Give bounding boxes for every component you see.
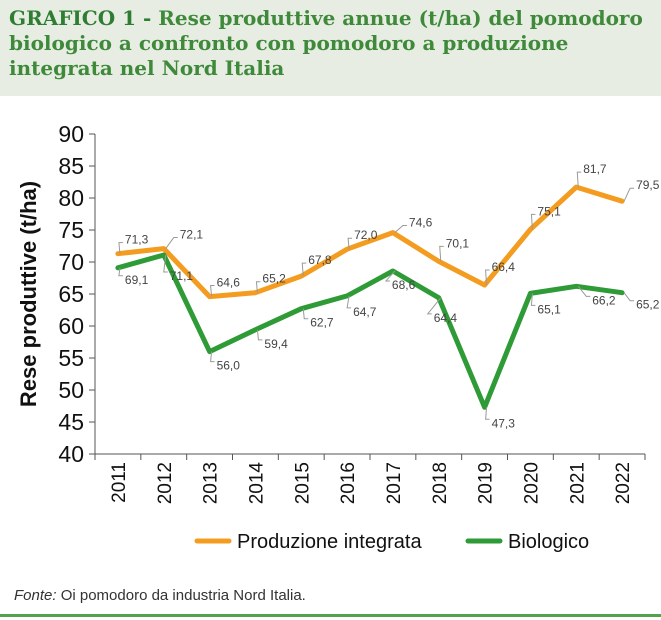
label-leader — [485, 407, 490, 420]
y-tick-label: 65 — [58, 281, 84, 307]
series-line-biologico — [115, 252, 625, 410]
data-label: 74,6 — [409, 216, 433, 230]
source-text: Oi pomodoro da industria Nord Italia. — [60, 587, 306, 604]
y-tick-label: 55 — [58, 345, 84, 371]
label-leader — [623, 187, 635, 202]
data-label: 64,7 — [353, 305, 377, 319]
label-leader — [530, 293, 536, 306]
label-leader — [301, 262, 307, 277]
label-leader — [163, 254, 168, 273]
label-leader — [346, 295, 352, 309]
figure-label: GRAFICO 1 - — [9, 6, 152, 30]
label-leader — [576, 171, 582, 188]
x-tick-label: 2022 — [613, 462, 634, 504]
y-tick-label: 60 — [58, 313, 84, 339]
data-label: 59,4 — [264, 337, 288, 351]
x-tick-label: 2013 — [201, 462, 222, 504]
data-label: 64,4 — [434, 311, 458, 325]
data-label: 47,3 — [492, 416, 516, 430]
chart-title: GRAFICO 1 - Rese produttive annue (t/ha)… — [9, 6, 654, 81]
legend-label: Biologico — [508, 531, 589, 553]
y-tick-label: 70 — [58, 249, 84, 275]
data-label: 64,6 — [217, 276, 241, 290]
y-tick-label: 80 — [58, 185, 84, 211]
label-leader — [210, 351, 215, 363]
x-tick-label: 2018 — [430, 462, 451, 504]
data-label: 72,1 — [180, 228, 204, 242]
source-note: Fonte: Oi pomodoro da industria Nord Ita… — [14, 587, 306, 604]
label-leader — [394, 225, 407, 233]
data-label: 72,0 — [354, 228, 378, 242]
data-label: 56,0 — [217, 359, 241, 373]
y-tick-label: 75 — [58, 217, 84, 243]
y-tick-label: 45 — [58, 409, 84, 435]
bottom-rule — [0, 614, 661, 617]
label-leader — [347, 237, 353, 250]
y-tick-label: 90 — [58, 121, 84, 147]
y-tick-label: 85 — [58, 153, 84, 179]
label-leader — [255, 281, 261, 293]
x-tick-label: 2014 — [246, 462, 267, 505]
source-prefix: Fonte: — [14, 587, 57, 604]
data-label: 65,1 — [537, 302, 561, 316]
line-chart: 40 45 50 55 60 65 70 75 80 85 90 2011 2012 2013 2014 20… — [16, 121, 660, 553]
data-label: 69,1 — [125, 273, 149, 287]
chart-axes: 40 45 50 55 60 65 70 75 80 85 90 2011 2012 2013 2014 20… — [16, 121, 646, 505]
x-tick-label: 2015 — [292, 462, 313, 504]
title-band — [0, 0, 661, 96]
data-label: 65,2 — [262, 272, 286, 286]
label-leader — [485, 269, 490, 286]
series-lines — [115, 184, 625, 410]
series-line-integrata — [115, 184, 625, 300]
label-leader — [118, 267, 123, 277]
y-axis-title: Rese produttive (t/ha) — [16, 181, 41, 407]
x-tick-label: 2020 — [521, 462, 542, 504]
x-tick-label: 2017 — [384, 462, 405, 504]
x-tick-label: 2016 — [338, 462, 359, 504]
y-tick-label: 40 — [58, 441, 84, 467]
label-leader — [426, 297, 442, 315]
y-tick-label: 50 — [58, 377, 84, 403]
data-label: 71,1 — [170, 269, 194, 283]
label-leader — [577, 286, 591, 297]
data-label: 79,5 — [636, 178, 660, 192]
label-leader — [302, 308, 309, 320]
label-leader — [118, 242, 123, 254]
data-label: 67,8 — [308, 253, 332, 267]
data-label: 62,7 — [310, 316, 334, 330]
data-labels: 71,3 72,1 64,6 65,2 67,8 72,0 74,6 70,1 66,4 75,1… — [118, 162, 660, 430]
x-tick-label: 2012 — [155, 462, 176, 504]
data-label: 70,1 — [446, 236, 470, 250]
label-leader — [530, 213, 536, 230]
x-tick-label: 2019 — [476, 462, 497, 504]
figure-title-text: Rese produttive annue (t/ha) del pomodor… — [9, 6, 643, 80]
chart-legend: Produzione integrata Biologico — [194, 531, 589, 553]
data-label: 71,3 — [125, 233, 149, 247]
data-label: 66,2 — [592, 293, 616, 307]
data-label: 65,2 — [636, 298, 660, 312]
label-leader — [256, 329, 263, 341]
data-label: 75,1 — [537, 204, 561, 218]
label-leader — [210, 285, 215, 297]
x-tick-label: 2011 — [109, 462, 130, 503]
legend-label: Produzione integrata — [237, 531, 422, 553]
label-leader — [384, 270, 396, 282]
data-label: 68,6 — [392, 278, 416, 292]
label-leader — [165, 237, 178, 249]
x-tick-label: 2021 — [567, 462, 588, 504]
data-label: 66,4 — [492, 260, 516, 274]
data-label: 81,7 — [583, 162, 607, 176]
label-leader — [439, 245, 444, 262]
label-leader — [623, 292, 635, 302]
